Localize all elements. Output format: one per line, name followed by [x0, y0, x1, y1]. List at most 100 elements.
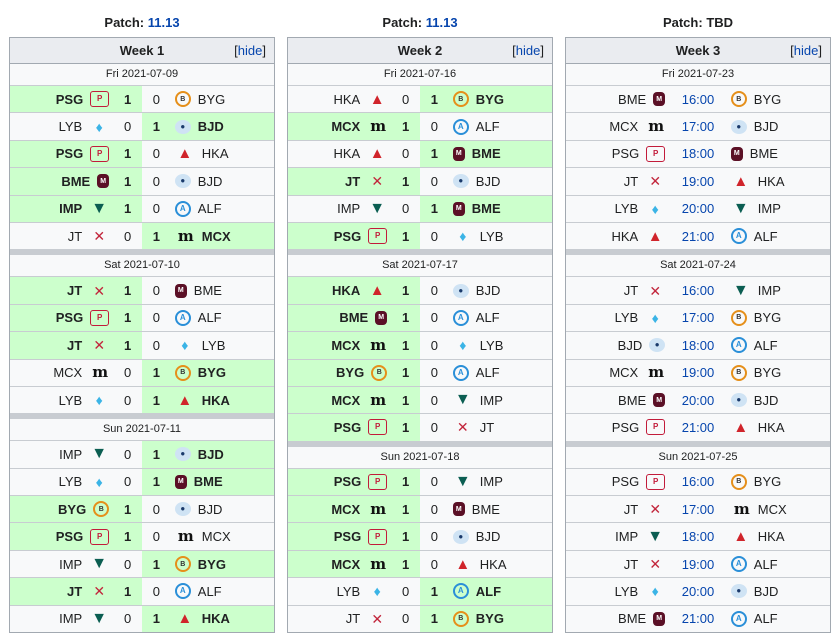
hka-logo-icon[interactable]: ▲ — [733, 418, 749, 436]
team-left[interactable]: JT ✕ — [10, 578, 114, 605]
mcx-logo-icon[interactable]: m — [648, 363, 664, 382]
team-left[interactable]: PSG P — [10, 140, 114, 168]
team-name[interactable]: HKA — [201, 146, 229, 162]
team-right[interactable]: ▼ IMP — [727, 277, 830, 303]
team-right[interactable]: M BME — [171, 277, 274, 303]
team-left[interactable]: BME M — [566, 387, 669, 413]
team-name[interactable]: BYG — [197, 556, 226, 572]
team-name[interactable]: BJD — [753, 583, 779, 599]
team-right[interactable]: M BME — [448, 140, 552, 168]
team-name[interactable]: MCX — [53, 365, 83, 381]
team-name[interactable]: BME — [339, 310, 369, 326]
mcx-logo-icon[interactable]: m — [648, 117, 664, 136]
jt-logo-icon[interactable]: ✕ — [93, 583, 106, 600]
team-name[interactable]: IMP — [757, 201, 781, 217]
team-name[interactable]: JT — [623, 556, 639, 572]
team-name[interactable]: BJD — [753, 119, 779, 135]
psg-logo-icon[interactable]: P — [90, 528, 110, 545]
team-name[interactable]: BJD — [475, 283, 501, 299]
team-left[interactable]: PSG P — [566, 469, 669, 495]
team-name[interactable]: ALF — [753, 337, 778, 353]
team-name[interactable]: IMP — [59, 201, 83, 217]
team-left[interactable]: PSG P — [566, 141, 669, 167]
lyb-logo-icon[interactable]: ♦ — [95, 473, 103, 490]
team-right[interactable]: ♦ LYB — [171, 332, 274, 358]
team-name[interactable]: BME — [471, 146, 501, 162]
team-right[interactable]: A ALF — [171, 196, 274, 222]
bjd-logo-icon[interactable]: ● — [174, 447, 191, 462]
team-right[interactable]: ● BJD — [171, 168, 274, 194]
mcx-logo-icon[interactable]: m — [177, 527, 194, 546]
jt-logo-icon[interactable]: ✕ — [93, 282, 106, 299]
team-left[interactable]: MCX m — [288, 386, 392, 414]
lyb-logo-icon[interactable]: ♦ — [651, 200, 659, 217]
team-name[interactable]: ALF — [475, 310, 500, 326]
imp-logo-icon[interactable]: ▼ — [369, 199, 386, 217]
team-left[interactable]: LYB ♦ — [566, 196, 669, 222]
psg-logo-icon[interactable]: P — [646, 419, 666, 436]
team-name[interactable]: IMP — [59, 446, 83, 462]
team-name[interactable]: ALF — [197, 583, 222, 599]
team-left[interactable]: BYG B — [10, 496, 114, 523]
byg-logo-icon[interactable]: B — [452, 610, 469, 627]
match-time[interactable]: 20:00 — [681, 392, 715, 408]
hide-link[interactable]: hide — [793, 43, 819, 58]
team-left[interactable]: JT ✕ — [288, 606, 391, 632]
team-name[interactable]: BJD — [475, 529, 501, 545]
team-left[interactable]: PSG P — [566, 414, 669, 440]
team-name[interactable]: PSG — [333, 474, 362, 490]
hide-link[interactable]: hide — [515, 43, 541, 58]
team-right[interactable]: ● BJD — [449, 168, 552, 194]
psg-logo-icon[interactable]: P — [368, 419, 388, 436]
hka-logo-icon[interactable]: ▲ — [369, 145, 385, 163]
match-time[interactable]: 17:00 — [681, 119, 715, 135]
psg-logo-icon[interactable]: P — [646, 145, 666, 162]
team-name[interactable]: LYB — [614, 201, 639, 217]
team-right[interactable]: m MCX — [170, 222, 274, 250]
team-left[interactable]: LYB ♦ — [566, 578, 669, 604]
team-name[interactable]: BYG — [753, 310, 782, 326]
team-left[interactable]: BME M — [566, 606, 669, 632]
team-right[interactable]: ● BJD — [449, 523, 552, 549]
team-name[interactable]: LYB — [201, 337, 226, 353]
team-name[interactable]: BYG — [197, 91, 226, 107]
alf-logo-icon[interactable]: A — [452, 583, 469, 600]
match-time[interactable]: 21:00 — [681, 419, 715, 435]
bjd-logo-icon[interactable]: ● — [174, 174, 191, 189]
jt-logo-icon[interactable]: ✕ — [371, 173, 384, 190]
psg-logo-icon[interactable]: P — [368, 228, 388, 245]
team-name[interactable]: PSG — [333, 419, 362, 435]
lyb-logo-icon[interactable]: ♦ — [651, 309, 659, 326]
team-name[interactable]: LYB — [336, 583, 361, 599]
team-name[interactable]: HKA — [332, 283, 361, 299]
team-name[interactable]: JT — [345, 173, 361, 189]
team-left[interactable]: PSG P — [288, 222, 392, 250]
team-left[interactable]: LYB ♦ — [10, 469, 113, 495]
team-name[interactable]: PSG — [55, 91, 84, 107]
team-right[interactable]: ♦ LYB — [449, 223, 552, 249]
team-left[interactable]: JT ✕ — [566, 496, 669, 522]
team-name[interactable]: ALF — [753, 556, 778, 572]
team-name[interactable]: IMP — [337, 201, 361, 217]
team-name[interactable]: MCX — [757, 501, 787, 517]
match-time[interactable]: 16:00 — [681, 283, 715, 299]
team-name[interactable]: HKA — [757, 173, 785, 189]
team-right[interactable]: A ALF — [449, 113, 552, 139]
team-name[interactable]: LYB — [614, 310, 639, 326]
imp-logo-icon[interactable]: ▼ — [647, 527, 664, 545]
team-left[interactable]: MCX m — [566, 113, 669, 139]
team-right[interactable]: ● BJD — [171, 496, 274, 522]
bjd-logo-icon[interactable]: ● — [452, 529, 469, 544]
team-right[interactable]: B BYG — [727, 86, 830, 112]
alf-logo-icon[interactable]: A — [174, 583, 191, 600]
imp-logo-icon[interactable]: ▼ — [732, 199, 749, 217]
team-right[interactable]: B BYG — [448, 605, 552, 633]
team-name[interactable]: HKA — [201, 611, 230, 627]
team-left[interactable]: HKA ▲ — [288, 141, 391, 167]
team-left[interactable]: MCX m — [288, 550, 392, 578]
team-left[interactable]: BME M — [288, 304, 392, 332]
hide-toggle[interactable]: [hide] — [790, 43, 822, 58]
team-name[interactable]: MCX — [201, 529, 231, 545]
team-name[interactable]: MCX — [331, 556, 361, 572]
jt-logo-icon[interactable]: ✕ — [649, 282, 662, 299]
